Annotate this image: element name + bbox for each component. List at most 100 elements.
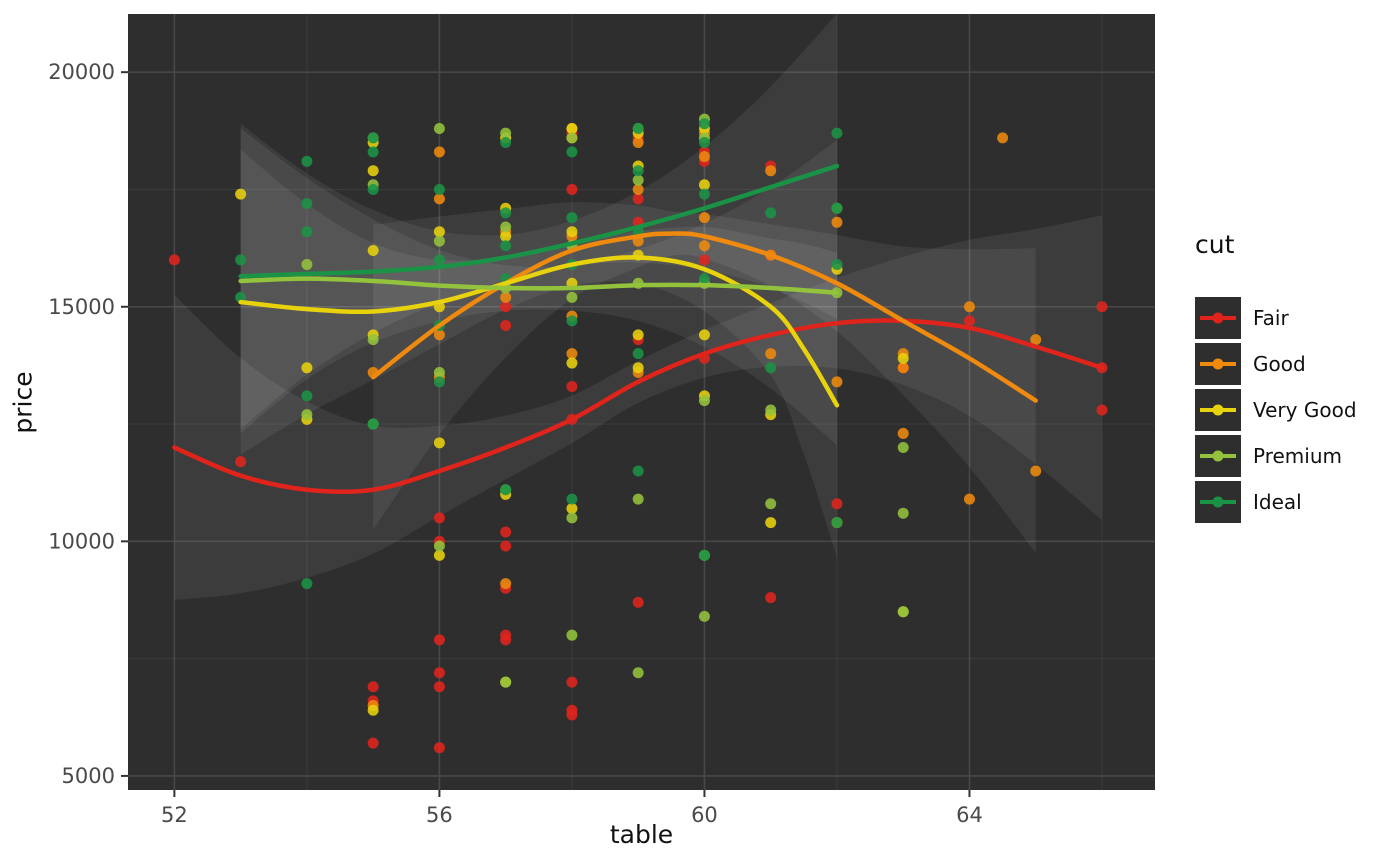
x-tick-label: 64 (956, 803, 983, 827)
data-point (632, 122, 644, 134)
legend-key-icon (1195, 343, 1241, 385)
data-point (566, 315, 578, 327)
data-point (566, 381, 578, 393)
data-point (433, 254, 445, 266)
y-axis-title-wrap: price (0, 14, 46, 790)
legend-label: Fair (1253, 306, 1289, 330)
data-point (566, 709, 578, 721)
data-point (566, 132, 578, 144)
data-point (963, 493, 975, 505)
data-point (433, 742, 445, 754)
legend-label: Very Good (1253, 398, 1357, 422)
data-point (698, 273, 710, 285)
y-axis-title: price (8, 370, 38, 434)
data-point (168, 254, 180, 266)
data-point (566, 291, 578, 303)
data-point (632, 137, 644, 149)
data-point (765, 207, 777, 219)
data-point (698, 395, 710, 407)
data-point (500, 320, 512, 332)
data-point (698, 151, 710, 163)
data-point (831, 127, 843, 139)
data-point (367, 737, 379, 749)
confidence-ribbon-ideal (240, 13, 837, 429)
data-point (1030, 465, 1042, 477)
legend-key-icon (1195, 297, 1241, 339)
data-point (698, 137, 710, 149)
legend-entry-premium: Premium (1195, 435, 1395, 477)
data-point (632, 165, 644, 177)
data-point (566, 146, 578, 158)
data-point (500, 230, 512, 242)
data-point (1096, 301, 1108, 313)
data-point (301, 390, 313, 402)
data-point (831, 259, 843, 271)
data-point (698, 549, 710, 561)
legend-key-icon (1195, 435, 1241, 477)
data-point (566, 226, 578, 238)
data-point (301, 226, 313, 238)
data-point (433, 183, 445, 195)
data-point (632, 667, 644, 679)
legend-label: Good (1253, 352, 1306, 376)
data-point (632, 329, 644, 341)
data-point (500, 207, 512, 219)
data-point (831, 376, 843, 388)
data-point (433, 226, 445, 238)
data-point (765, 517, 777, 529)
data-point (566, 212, 578, 224)
data-point (301, 198, 313, 210)
legend-title: cut (1195, 230, 1235, 259)
data-point (500, 301, 512, 313)
data-point (765, 165, 777, 177)
y-tick-label: 15000 (48, 295, 115, 319)
data-point (698, 212, 710, 224)
data-point (433, 512, 445, 524)
x-tick-label: 60 (691, 803, 718, 827)
data-point (500, 676, 512, 688)
data-point (301, 155, 313, 167)
data-point (433, 122, 445, 134)
legend-label: Ideal (1253, 490, 1302, 514)
data-point (897, 507, 909, 519)
data-point (963, 301, 975, 313)
data-point (632, 362, 644, 374)
data-point (433, 667, 445, 679)
data-point (566, 629, 578, 641)
data-point (765, 362, 777, 374)
data-point (897, 442, 909, 454)
data-point (897, 427, 909, 439)
data-point (632, 174, 644, 186)
data-point (367, 334, 379, 346)
y-tick-label: 20000 (48, 60, 115, 84)
data-point (632, 493, 644, 505)
data-point (632, 193, 644, 205)
data-point (632, 348, 644, 360)
data-point (765, 592, 777, 604)
data-point (566, 503, 578, 515)
data-point (433, 146, 445, 158)
x-axis-title: table (609, 820, 674, 849)
confidence-ribbon-very-good (240, 149, 837, 558)
data-point (301, 362, 313, 374)
data-point (367, 681, 379, 693)
data-point (831, 216, 843, 228)
data-point (500, 240, 512, 252)
data-point (367, 146, 379, 158)
data-point (897, 362, 909, 374)
data-point (698, 329, 710, 341)
data-point (897, 352, 909, 364)
data-point (301, 578, 313, 590)
data-point (566, 512, 578, 524)
data-point (963, 315, 975, 327)
data-point (433, 193, 445, 205)
trend-line-premium (238, 276, 840, 295)
data-point (897, 606, 909, 618)
data-point (433, 634, 445, 646)
data-point (367, 704, 379, 716)
data-point (500, 221, 512, 233)
data-point (698, 254, 710, 266)
data-point (566, 357, 578, 369)
data-point (566, 183, 578, 195)
y-tick-label: 10000 (48, 529, 115, 553)
